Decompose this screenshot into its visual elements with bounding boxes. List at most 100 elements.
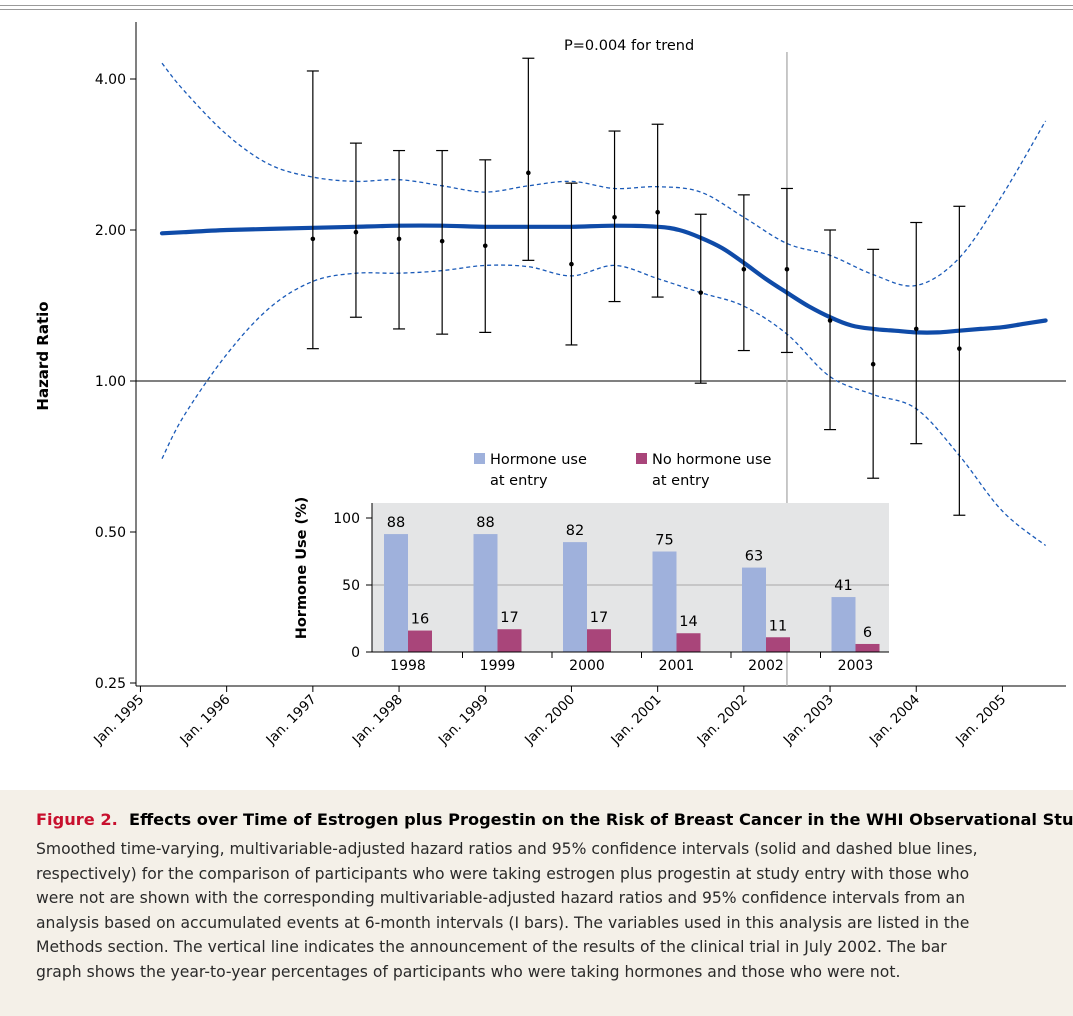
bar-value-label: 11 bbox=[769, 618, 787, 634]
x-tick-label: Jan. 2001 bbox=[607, 692, 664, 749]
caption-title-line: Figure 2. Effects over Time of Estrogen … bbox=[36, 810, 1073, 829]
interval-estimate bbox=[608, 130, 621, 303]
hormone-use-bar bbox=[742, 567, 766, 652]
inset-plot-background bbox=[372, 503, 889, 652]
no-hormone-use-bar bbox=[587, 629, 611, 652]
caption-line: Smoothed time-varying, multivariable-adj… bbox=[36, 840, 978, 858]
caption-line: analysis based on accumulated events at … bbox=[36, 913, 970, 932]
hazard-ratio-point bbox=[396, 236, 402, 242]
top-rule bbox=[0, 5, 1073, 6]
x-tick-label: Jan. 2003 bbox=[780, 692, 837, 749]
legend-label-line2: at entry bbox=[490, 473, 548, 489]
bar-value-label: 88 bbox=[387, 515, 405, 531]
x-tick-label: Jan. 1997 bbox=[263, 692, 320, 749]
inset-legend: Hormone use at entry No hormone use at entr… bbox=[474, 452, 772, 489]
ci-lower-line bbox=[161, 264, 1047, 547]
hazard-ratio-point bbox=[957, 346, 962, 351]
inset-y-ticks: 0 50 100 bbox=[333, 511, 372, 661]
x-tick-label: Jan. 2004 bbox=[866, 692, 923, 749]
legend-label-line1: Hormone use bbox=[490, 452, 587, 468]
legend-label-line1: No hormone use bbox=[652, 452, 772, 468]
bar-value-label: 16 bbox=[411, 612, 429, 628]
caption-title: Effects over Time of Estrogen plus Proge… bbox=[129, 810, 1073, 829]
caption-figure-label: Figure 2. bbox=[36, 810, 118, 829]
interval-estimate bbox=[306, 70, 319, 350]
hazard-ratio-point bbox=[569, 261, 574, 267]
hazard-ratio-point bbox=[310, 236, 316, 242]
hazard-ratio-point bbox=[612, 215, 617, 220]
bar-value-label: 17 bbox=[500, 610, 518, 626]
hormone-use-bar bbox=[563, 542, 587, 652]
hormone-use-bar bbox=[831, 597, 856, 652]
inset-x-tick-label: 2003 bbox=[838, 658, 874, 674]
main-y-axis-label: Hazard Ratio bbox=[34, 301, 52, 410]
no-hormone-use-bar bbox=[855, 643, 880, 652]
y-tick-label: 1.00 bbox=[95, 374, 126, 390]
interval-estimate bbox=[436, 149, 449, 335]
bar-value-label: 88 bbox=[476, 515, 494, 531]
no-hormone-use-bar bbox=[766, 637, 790, 652]
bar-value-label: 17 bbox=[590, 610, 608, 626]
interval-estimate bbox=[737, 194, 750, 352]
y-tick-label: 4.00 bbox=[95, 72, 126, 88]
inset-x-tick-label: 2001 bbox=[659, 658, 695, 674]
x-tick-label: Jan. 1996 bbox=[176, 692, 233, 749]
bar-value-label: 14 bbox=[679, 614, 697, 630]
interval-estimate bbox=[910, 221, 923, 445]
hazard-ratio-point bbox=[482, 243, 488, 249]
bar-value-label: 41 bbox=[834, 578, 852, 594]
inset-x-tick-label: 1998 bbox=[390, 658, 426, 674]
interval-estimate bbox=[694, 213, 707, 384]
no-hormone-use-bar bbox=[497, 629, 522, 652]
no-hormone-use-bar bbox=[408, 630, 432, 652]
interval-estimate bbox=[780, 187, 793, 354]
interval-estimate bbox=[565, 182, 578, 346]
hormone-use-bar bbox=[652, 551, 677, 652]
inset-x-tick-label: 1999 bbox=[480, 658, 516, 674]
legend-swatch-hormone-use bbox=[474, 453, 485, 464]
y-tick-label: 0.50 bbox=[95, 525, 126, 541]
inset-bars: 88 16 88 17 82 17 75 14 63 11 41 6 bbox=[384, 515, 880, 652]
confidence-interval-lines bbox=[161, 62, 1047, 547]
hazard-ratio-point bbox=[698, 290, 704, 295]
x-tick-label: Jan. 1998 bbox=[349, 692, 406, 749]
inset-y-tick-label: 100 bbox=[333, 511, 360, 527]
inset-x-tick-label: 2000 bbox=[569, 658, 605, 674]
inset-x-labels: 1998 1999 2000 2001 2002 2003 bbox=[390, 652, 873, 674]
interval-estimate bbox=[349, 142, 362, 318]
smoothed-hazard-ratio-line bbox=[159, 223, 1048, 335]
inset-y-axis-label: Hormone Use (%) bbox=[294, 497, 310, 640]
inset-bar-chart: 88 16 88 17 82 17 75 14 63 11 41 6 0 50 100 1998 1999 2… bbox=[294, 452, 889, 674]
hazard-ratio-point bbox=[913, 326, 919, 332]
x-tick-label: Jan. 1995 bbox=[90, 692, 147, 749]
caption-line: graph shows the year-to-year percentages… bbox=[36, 962, 901, 981]
figure-caption: Figure 2. Effects over Time of Estrogen … bbox=[0, 790, 1073, 1016]
bar-value-label: 75 bbox=[655, 533, 673, 549]
interval-error-bars bbox=[306, 57, 966, 516]
hazard-ratio-chart: 4.002.001.000.500.25 Jan. 1995 Jan. 1996 J… bbox=[34, 22, 1066, 749]
interval-estimate bbox=[651, 123, 664, 298]
main-y-ticks: 4.00 2.00 1.00 0.50 0.25 bbox=[95, 72, 136, 692]
main-x-ticks: Jan. 1995 Jan. 1996 Jan. 1997 Jan. 1998 Jan.… bbox=[90, 686, 1009, 749]
ci-upper-line bbox=[161, 62, 1047, 287]
bar-value-label: 82 bbox=[566, 523, 584, 539]
y-tick-label: 0.25 bbox=[95, 676, 126, 692]
interval-estimate bbox=[824, 229, 837, 431]
x-tick-label: Jan. 2002 bbox=[694, 692, 751, 749]
trend-annotation: P=0.004 for trend bbox=[564, 38, 694, 54]
caption-line: Methods section. The vertical line indic… bbox=[36, 938, 947, 956]
smoothed-hazard-line bbox=[159, 223, 1048, 335]
hazard-ratio-point bbox=[439, 238, 445, 244]
top-rule-inner bbox=[0, 9, 1073, 10]
inset-x-tick-label: 2002 bbox=[748, 658, 784, 674]
hazard-ratio-point bbox=[655, 209, 660, 215]
bar-value-label: 63 bbox=[745, 549, 763, 565]
hormone-use-bar bbox=[473, 534, 498, 652]
x-tick-label: Jan. 1999 bbox=[435, 692, 492, 749]
interval-estimate bbox=[479, 159, 492, 333]
bar-value-label: 6 bbox=[863, 625, 872, 641]
interval-estimate bbox=[393, 149, 406, 330]
legend-swatch-no-hormone-use bbox=[636, 453, 647, 464]
hazard-ratio-point bbox=[353, 229, 359, 235]
